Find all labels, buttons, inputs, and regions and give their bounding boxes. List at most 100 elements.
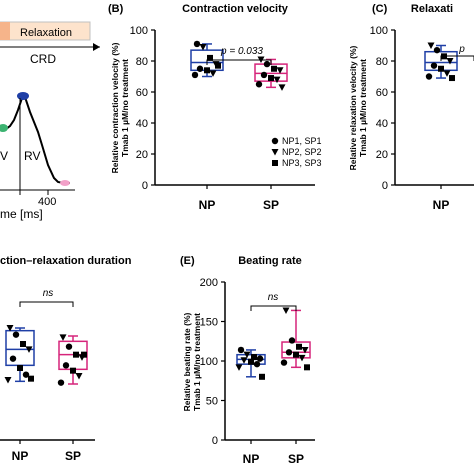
relaxation-phase-label: Relaxation <box>20 27 72 39</box>
panel-a: Relaxation CRD V RV 400 me [ms] <box>0 21 100 221</box>
data-point-circle <box>57 379 65 386</box>
data-point-square <box>248 358 254 365</box>
data-point-circle <box>430 62 438 69</box>
data-point-square <box>304 364 310 371</box>
y-tick-label: 80 <box>136 56 148 68</box>
significance-bracket <box>250 305 297 311</box>
chart-panel-b: (B) Contraction velocity Relative contract… <box>108 3 322 212</box>
legend-marker-square <box>272 160 278 166</box>
data-point-triangle <box>282 307 290 314</box>
data-point-triangle <box>446 58 454 65</box>
box-plot-panels: (B) Contraction velocity Relative contract… <box>0 3 474 466</box>
data-point-triangle <box>276 67 284 74</box>
data-point-circle <box>9 355 17 362</box>
y-tick-label: 50 <box>206 396 218 408</box>
relaxation-phase-box <box>0 21 91 41</box>
data-point-circle <box>285 349 293 356</box>
y-tick-label: 60 <box>376 87 388 99</box>
chart-title: Contraction velocity <box>182 3 289 15</box>
chart-title: Relaxati <box>411 3 453 15</box>
peak-marker <box>17 92 29 100</box>
data-point-circle <box>280 359 288 366</box>
data-point-triangle <box>298 354 306 362</box>
y-tick-label: 0 <box>382 180 388 192</box>
data-point-square <box>70 367 76 374</box>
data-point-square <box>17 365 23 371</box>
chart-title: Beating rate <box>238 255 302 267</box>
significance-bracket <box>206 59 272 65</box>
y-tick-label: 20 <box>376 149 388 161</box>
data-point-circle <box>22 371 30 378</box>
y-tick-label: 100 <box>370 25 388 37</box>
data-point-square <box>20 341 26 347</box>
significance-bracket <box>440 55 474 61</box>
data-point-circle <box>255 81 263 88</box>
data-point-square <box>207 54 213 61</box>
data-point-triangle <box>427 42 435 49</box>
data-point-circle <box>288 337 296 344</box>
y-axis-label: Tmab 1 µM/no treatment <box>358 59 368 157</box>
contraction-phase-box <box>0 22 10 40</box>
x-category-label: SP <box>65 449 81 463</box>
data-point-square <box>204 67 210 74</box>
data-point-triangle <box>75 373 83 380</box>
chart-panel-e: (E) Beating rate Relative beating rate (%)… <box>180 255 315 466</box>
chart-panel-c: (C) Relaxati Relative relaxation velocity … <box>348 3 474 212</box>
crd-label: CRD <box>30 52 56 66</box>
data-point-triangle <box>25 346 33 353</box>
data-point-square <box>271 65 277 72</box>
legend-label: NP1, SP1 <box>282 136 322 146</box>
data-point-square <box>296 343 302 350</box>
data-point-circle <box>12 331 20 338</box>
y-tick-label: 60 <box>136 87 148 99</box>
y-axis-label: Relative relaxation velocity (%) <box>348 45 358 170</box>
x-category-label: NP <box>433 198 450 212</box>
x-category-label: NP <box>199 198 216 212</box>
y-axis-label: Relative beating rate (%) <box>182 312 192 411</box>
panel-letter: (B) <box>108 3 124 15</box>
y-tick-label: 200 <box>200 277 218 289</box>
data-point-triangle <box>301 346 309 354</box>
data-point-circle <box>62 362 70 369</box>
panel-letter: (C) <box>372 3 388 15</box>
x-category-label: SP <box>288 452 304 466</box>
data-point-triangle <box>209 70 217 77</box>
y-axis-label: Tmab 1 µM/no treatment <box>192 313 202 411</box>
data-point-triangle <box>278 84 286 91</box>
data-point-square <box>81 351 87 358</box>
panel-a-xlabel: me [ms] <box>0 207 43 221</box>
significance-label: p <box>458 44 465 55</box>
contraction-trace <box>0 94 70 184</box>
data-point-circle <box>191 71 199 79</box>
crd-arrowhead <box>93 43 100 51</box>
y-tick-label: 40 <box>376 118 388 130</box>
y-tick-label: 0 <box>142 180 148 192</box>
tick-400-label: 400 <box>38 196 56 208</box>
legend-marker-triangle <box>271 149 279 156</box>
data-point-triangle <box>59 334 67 341</box>
data-point-circle <box>256 355 264 362</box>
data-point-square <box>28 375 34 382</box>
y-tick-label: 0 <box>212 435 218 447</box>
data-point-circle <box>260 71 268 79</box>
data-point-square <box>259 373 265 380</box>
legend-marker-circle <box>271 137 279 145</box>
box <box>281 341 311 359</box>
rv-label: RV <box>24 149 40 163</box>
y-axis-label: Tmab 1 µM/no treatment <box>120 59 130 157</box>
end-marker <box>60 180 70 186</box>
significance-label: ns <box>43 288 54 299</box>
data-point-square <box>251 354 257 361</box>
y-tick-label: 100 <box>200 356 218 368</box>
data-point-triangle <box>199 44 207 51</box>
legend-label: NP2, SP2 <box>282 147 322 157</box>
data-point-square <box>73 351 79 358</box>
y-tick-label: 20 <box>136 149 148 161</box>
data-point-triangle <box>4 377 12 384</box>
data-point-square <box>268 75 274 82</box>
cv-label: V <box>0 149 8 163</box>
data-point-circle <box>425 73 433 80</box>
x-category-label: SP <box>263 198 279 212</box>
y-axis-label: Relative contraction velocity (%) <box>110 42 120 173</box>
panel-letter: (E) <box>180 255 195 267</box>
